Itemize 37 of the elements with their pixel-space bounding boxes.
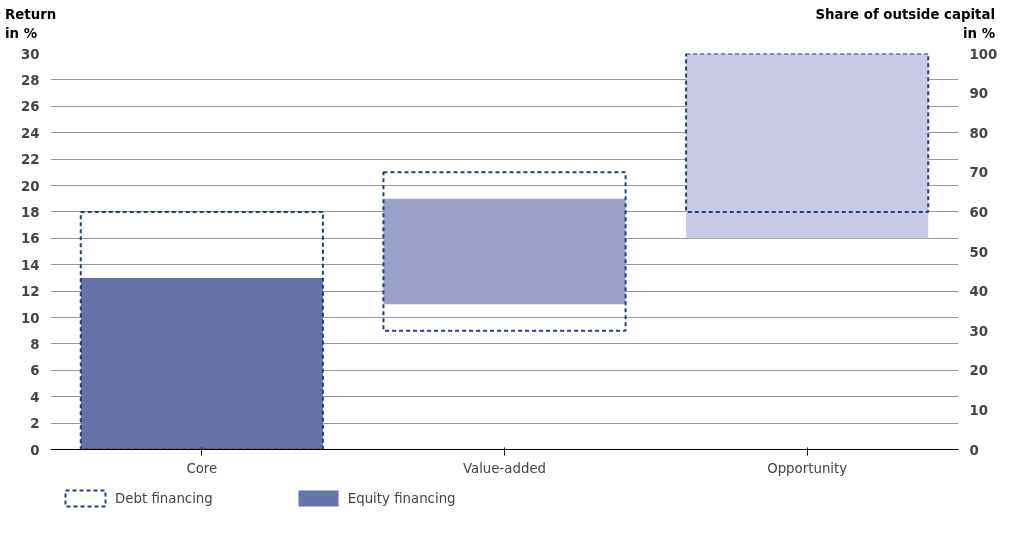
y2-tick-label: 20 (969, 363, 989, 379)
y-tick-label: 10 (20, 310, 40, 326)
y-tick-label: 0 (30, 442, 40, 458)
y-tick-label: 22 (20, 152, 40, 168)
y2-tick-label: 40 (969, 284, 989, 300)
y2-tick-label: 80 (969, 125, 989, 141)
x-tick-label: Opportunity (767, 460, 848, 476)
bar (383, 198, 626, 305)
y2-tick-label: 60 (969, 204, 989, 220)
x-tick-label: Value-added (462, 460, 547, 476)
y-tick-label: 4 (30, 389, 40, 405)
y-tick-label: 6 (30, 363, 40, 379)
bar (80, 277, 323, 450)
y2-tick-label: 30 (969, 323, 989, 339)
x-tick-label: Core (186, 460, 218, 476)
y2-tick-label: 100 (969, 46, 998, 62)
y-tick-label: 12 (20, 284, 40, 300)
y-tick-label: 26 (20, 99, 40, 115)
y2-tick-label: 0 (969, 442, 979, 458)
y-axis-title: Return in % (5, 6, 58, 44)
y-tick-label: 18 (20, 204, 40, 220)
y-tick-label: 2 (30, 416, 40, 432)
y2-tick-label: 70 (969, 165, 989, 181)
legend-label: Equity financing (347, 490, 456, 506)
y-tick-label: 24 (20, 125, 40, 141)
y2-tick-label: 10 (969, 402, 989, 418)
y2-axis-title: Share of outside capital in % (815, 6, 995, 44)
y2-tick-label: 50 (969, 244, 989, 260)
y-tick-label: 14 (20, 257, 40, 273)
y-tick-label: 30 (20, 46, 40, 62)
y-tick-label: 28 (20, 72, 40, 88)
y2-tick-label: 90 (969, 86, 989, 102)
y-tick-label: 8 (30, 336, 40, 352)
bar (382, 171, 627, 332)
y-tick-label: 20 (20, 178, 40, 194)
y-tick-label: 16 (20, 231, 40, 247)
legend-label: Debt financing (115, 490, 213, 506)
